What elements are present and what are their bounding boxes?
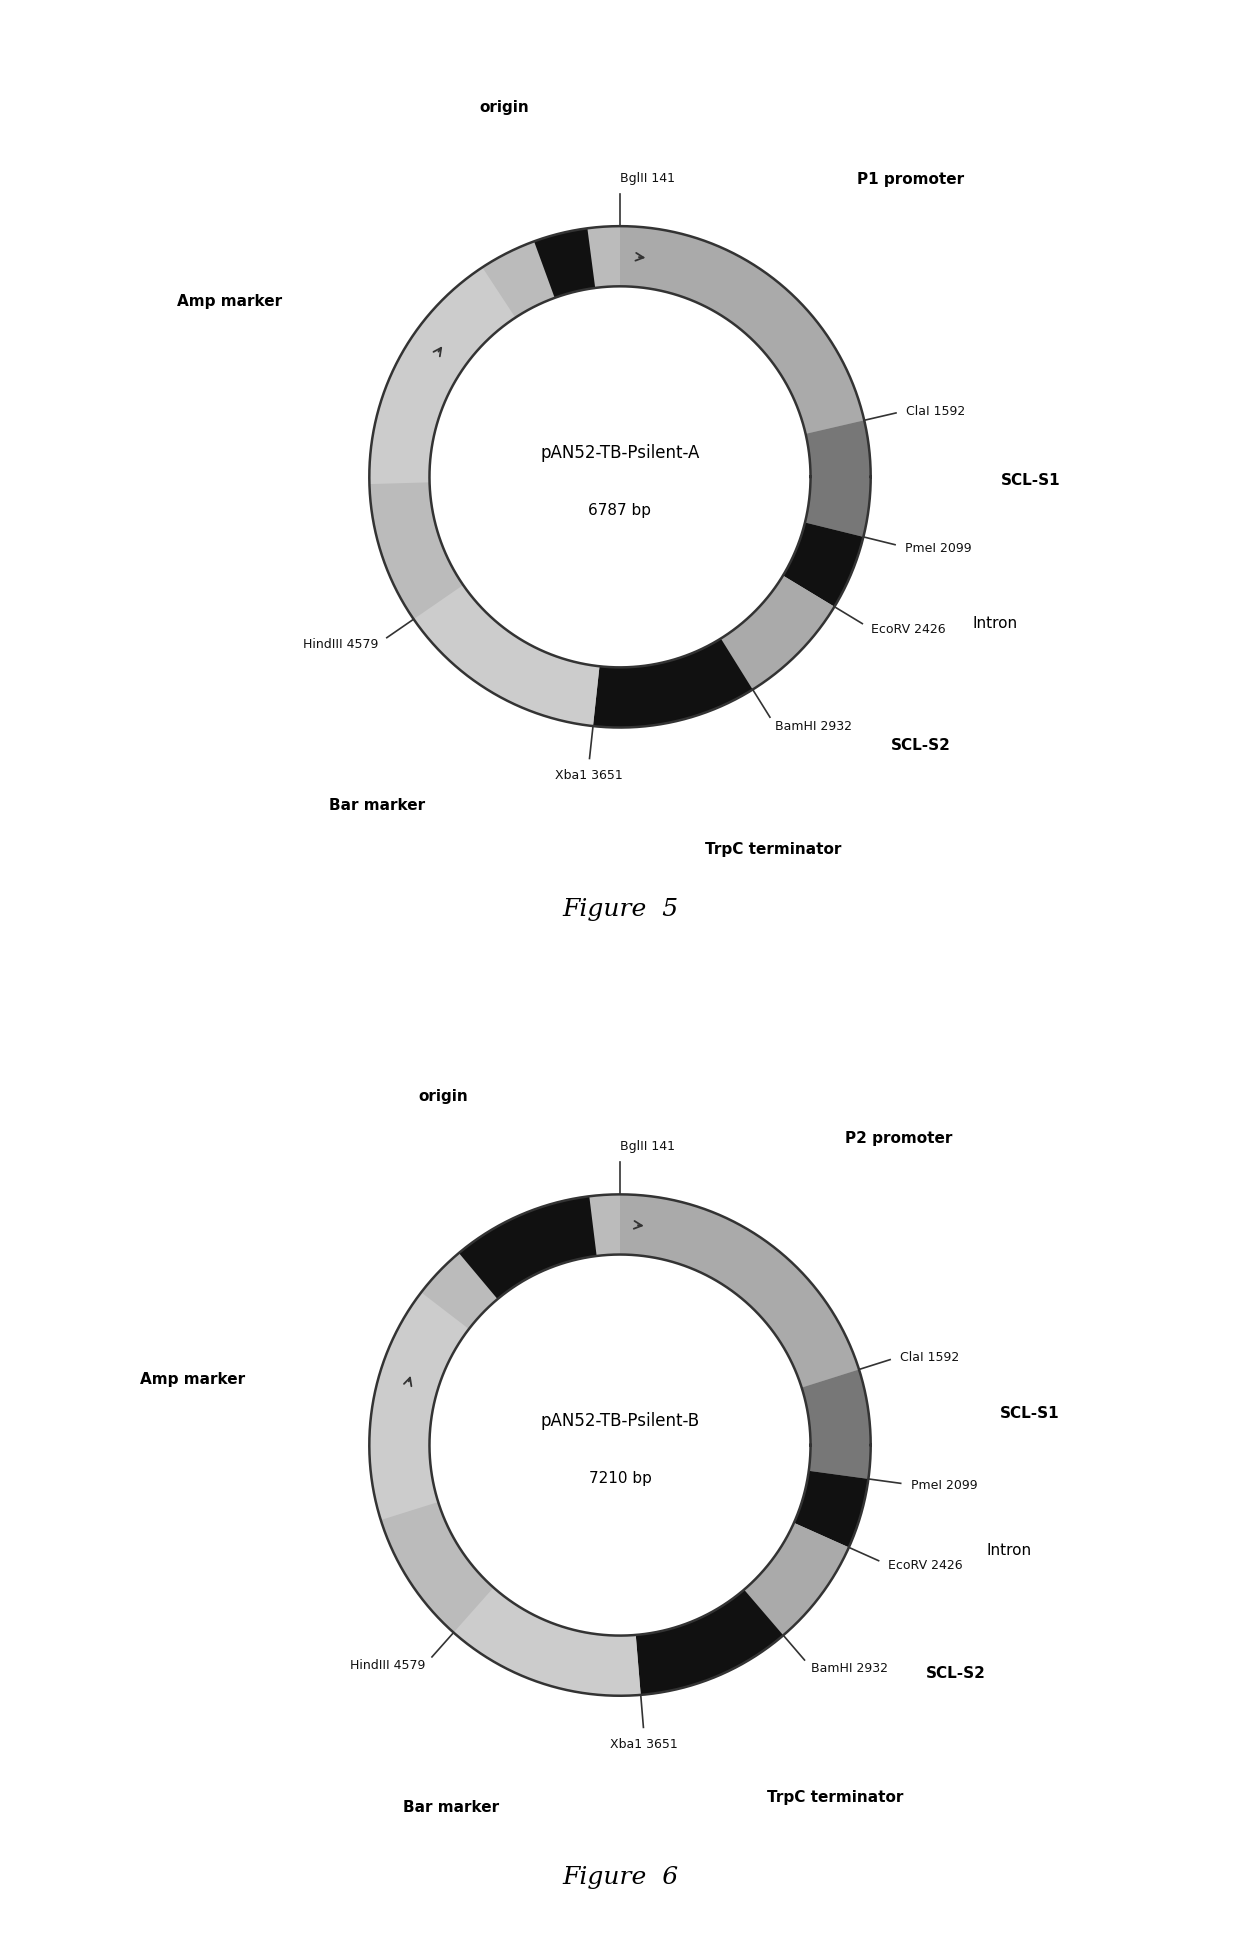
Wedge shape [534, 229, 595, 299]
Text: SCL-S2: SCL-S2 [892, 737, 951, 753]
Text: TrpC terminator: TrpC terminator [706, 841, 842, 856]
Wedge shape [370, 1292, 469, 1521]
Wedge shape [620, 1195, 859, 1388]
Text: BamHI 2932: BamHI 2932 [775, 719, 852, 733]
Text: origin: origin [480, 100, 529, 115]
Text: HindIII 4579: HindIII 4579 [350, 1658, 425, 1672]
Text: 7210 bp: 7210 bp [589, 1470, 651, 1486]
Wedge shape [802, 1370, 870, 1480]
Text: PmeI 2099: PmeI 2099 [910, 1478, 977, 1492]
Text: EcoRV 2426: EcoRV 2426 [870, 624, 946, 635]
Text: Figure  5: Figure 5 [562, 897, 678, 921]
Text: Xba1 3651: Xba1 3651 [610, 1738, 678, 1750]
Text: Intron: Intron [987, 1542, 1032, 1558]
Text: ClaI 1592: ClaI 1592 [900, 1351, 959, 1363]
Text: Bar marker: Bar marker [329, 798, 425, 811]
Wedge shape [414, 586, 599, 727]
Text: P1 promoter: P1 promoter [857, 172, 965, 188]
Text: Intron: Intron [972, 616, 1017, 631]
Text: BglII 141: BglII 141 [620, 172, 675, 184]
Text: SCL-S1: SCL-S1 [999, 1406, 1059, 1419]
Wedge shape [744, 1523, 849, 1636]
Wedge shape [370, 227, 870, 727]
Text: ClaI 1592: ClaI 1592 [905, 405, 965, 418]
Text: PmeI 2099: PmeI 2099 [905, 542, 971, 555]
Text: pAN52-TB-Psilent-B: pAN52-TB-Psilent-B [541, 1412, 699, 1429]
Wedge shape [370, 268, 516, 485]
Text: P2 promoter: P2 promoter [844, 1130, 952, 1146]
Text: 6787 bp: 6787 bp [589, 502, 651, 518]
Text: Amp marker: Amp marker [140, 1370, 244, 1386]
Text: Bar marker: Bar marker [403, 1799, 500, 1814]
Text: Amp marker: Amp marker [177, 293, 281, 309]
Text: origin: origin [418, 1089, 467, 1103]
Wedge shape [620, 227, 864, 434]
Wedge shape [782, 524, 863, 608]
Text: HindIII 4579: HindIII 4579 [303, 637, 378, 651]
Wedge shape [370, 1195, 870, 1695]
Text: Figure  6: Figure 6 [562, 1865, 678, 1889]
Wedge shape [454, 1587, 641, 1695]
Text: pAN52-TB-Psilent-A: pAN52-TB-Psilent-A [541, 444, 699, 461]
Wedge shape [720, 577, 835, 690]
Wedge shape [636, 1589, 784, 1695]
Text: BamHI 2932: BamHI 2932 [811, 1662, 888, 1673]
Wedge shape [805, 420, 870, 538]
Text: SCL-S2: SCL-S2 [925, 1666, 986, 1681]
Text: SCL-S1: SCL-S1 [1001, 473, 1060, 487]
Text: TrpC terminator: TrpC terminator [768, 1789, 904, 1804]
Text: Xba1 3651: Xba1 3651 [554, 768, 622, 782]
Wedge shape [459, 1196, 596, 1300]
Wedge shape [593, 639, 753, 727]
Wedge shape [794, 1470, 868, 1548]
Text: EcoRV 2426: EcoRV 2426 [888, 1558, 962, 1572]
Text: BglII 141: BglII 141 [620, 1140, 675, 1151]
